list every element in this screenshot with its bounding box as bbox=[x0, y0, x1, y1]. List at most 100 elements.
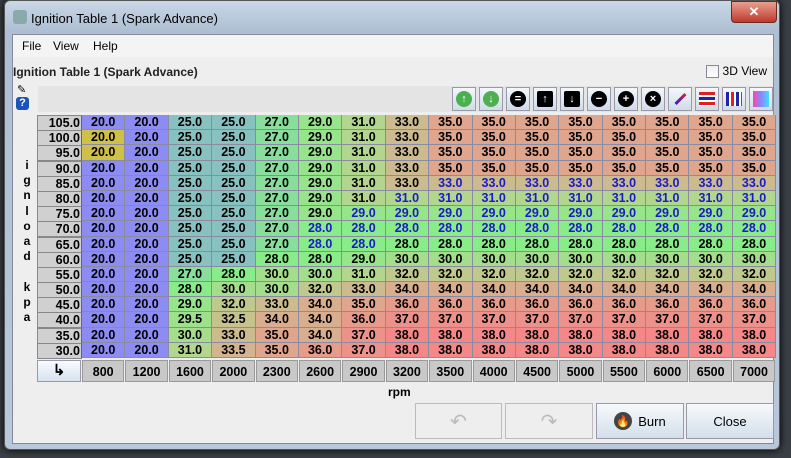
y-axis-value[interactable]: 75.0 bbox=[37, 206, 82, 223]
table-cell[interactable]: 20.0 bbox=[82, 175, 126, 191]
table-cell[interactable]: 20.0 bbox=[82, 130, 126, 146]
table-cell[interactable]: 29.5 bbox=[168, 312, 213, 328]
table-cell[interactable]: 27.0 bbox=[255, 236, 299, 252]
table-cell[interactable]: 33.0 bbox=[515, 175, 560, 191]
x-axis-value[interactable]: 1200 bbox=[125, 360, 168, 382]
table-cell[interactable]: 28.0 bbox=[429, 221, 473, 237]
table-cell[interactable]: 34.0 bbox=[689, 282, 733, 298]
table-cell[interactable]: 20.0 bbox=[82, 236, 126, 252]
redo-button[interactable]: ↷ bbox=[505, 403, 593, 439]
table-cell[interactable]: 25.0 bbox=[212, 175, 256, 191]
table-cell[interactable]: 38.0 bbox=[646, 342, 690, 358]
x-axis-value[interactable]: 2300 bbox=[255, 360, 298, 382]
table-cell[interactable]: 30.0 bbox=[298, 266, 343, 283]
table-cell[interactable]: 28.0 bbox=[298, 251, 343, 267]
table-cell[interactable]: 35.0 bbox=[559, 115, 603, 131]
table-cell[interactable]: 27.0 bbox=[168, 266, 213, 283]
swap-axes-icon[interactable]: ↳ bbox=[37, 360, 81, 382]
table-cell[interactable]: 37.0 bbox=[689, 312, 733, 328]
table-cell[interactable]: 35.0 bbox=[515, 145, 560, 161]
table-cell[interactable]: 35.0 bbox=[515, 115, 560, 131]
table-cell[interactable]: 33.5 bbox=[212, 342, 256, 358]
table-cell[interactable]: 25.0 bbox=[212, 221, 256, 237]
table-cell[interactable]: 32.0 bbox=[602, 266, 647, 283]
table-cell[interactable]: 28.0 bbox=[646, 221, 690, 237]
table-cell[interactable]: 28.0 bbox=[602, 236, 647, 252]
table-cell[interactable]: 37.0 bbox=[559, 312, 603, 328]
table-cell[interactable]: 29.0 bbox=[298, 175, 343, 191]
table-cell[interactable]: 31.0 bbox=[732, 190, 777, 207]
table-cell[interactable]: 25.0 bbox=[212, 115, 256, 131]
table-cell[interactable]: 20.0 bbox=[82, 221, 126, 237]
table-cell[interactable]: 38.0 bbox=[472, 342, 516, 358]
y-axis-value[interactable]: 55.0 bbox=[37, 266, 82, 283]
table-cell[interactable]: 20.0 bbox=[125, 312, 169, 328]
table-cell[interactable]: 35.0 bbox=[429, 115, 473, 131]
table-cell[interactable]: 28.0 bbox=[472, 221, 516, 237]
table-cell[interactable]: 28.0 bbox=[385, 221, 430, 237]
table-cell[interactable]: 28.0 bbox=[385, 236, 430, 252]
y-axis-value[interactable]: 45.0 bbox=[37, 297, 82, 314]
table-cell[interactable]: 35.0 bbox=[732, 145, 777, 161]
table-cell[interactable]: 29.0 bbox=[559, 206, 603, 222]
table-cell[interactable]: 34.0 bbox=[602, 282, 647, 298]
table-cell[interactable]: 30.0 bbox=[689, 251, 733, 267]
table-cell[interactable]: 38.0 bbox=[689, 342, 733, 358]
table-cell[interactable]: 35.0 bbox=[646, 160, 690, 176]
table-cell[interactable]: 29.0 bbox=[385, 206, 430, 222]
horizontal-interpolate-button[interactable] bbox=[695, 87, 719, 111]
table-cell[interactable]: 20.0 bbox=[125, 342, 169, 358]
table-cell[interactable]: 31.0 bbox=[342, 266, 386, 283]
table-cell[interactable]: 27.0 bbox=[255, 206, 299, 222]
table-cell[interactable]: 31.0 bbox=[342, 175, 386, 191]
table-cell[interactable]: 29.0 bbox=[515, 206, 560, 222]
table-cell[interactable]: 37.0 bbox=[646, 312, 690, 328]
table-cell[interactable]: 29.0 bbox=[298, 145, 343, 161]
table-cell[interactable]: 35.0 bbox=[472, 115, 516, 131]
table-cell[interactable]: 28.0 bbox=[342, 221, 386, 237]
table-cell[interactable]: 30.0 bbox=[515, 251, 560, 267]
multiply-button[interactable]: × bbox=[641, 87, 665, 111]
x-axis-value[interactable]: 6500 bbox=[689, 360, 732, 382]
table-cell[interactable]: 35.0 bbox=[646, 115, 690, 131]
x-axis-value[interactable]: 2600 bbox=[298, 360, 342, 382]
table-cell[interactable]: 25.0 bbox=[212, 251, 256, 267]
table-cell[interactable]: 35.0 bbox=[255, 327, 299, 343]
table-cell[interactable]: 30.0 bbox=[559, 251, 603, 267]
y-axis-value[interactable]: 95.0 bbox=[37, 145, 82, 162]
table-cell[interactable]: 20.0 bbox=[125, 221, 169, 237]
table-cell[interactable]: 28.0 bbox=[168, 282, 213, 298]
table-cell[interactable]: 27.0 bbox=[255, 175, 299, 191]
y-axis-value[interactable]: 30.0 bbox=[37, 342, 82, 359]
table-cell[interactable]: 37.0 bbox=[472, 312, 516, 328]
table-cell[interactable]: 30.0 bbox=[472, 251, 516, 267]
table-cell[interactable]: 29.0 bbox=[689, 206, 733, 222]
table-cell[interactable]: 36.0 bbox=[298, 342, 343, 358]
3d-view-toggle[interactable]: 3D View bbox=[705, 64, 767, 78]
table-cell[interactable]: 20.0 bbox=[125, 327, 169, 343]
table-cell[interactable]: 31.0 bbox=[429, 190, 473, 207]
table-cell[interactable]: 33.0 bbox=[342, 282, 386, 298]
y-axis-value[interactable]: 105.0 bbox=[37, 115, 82, 131]
vertical-interpolate-button[interactable] bbox=[722, 87, 746, 111]
table-cell[interactable]: 25.0 bbox=[212, 145, 256, 161]
window-close-button[interactable]: ✕ bbox=[731, 1, 777, 23]
table-cell[interactable]: 34.0 bbox=[429, 282, 473, 298]
table-cell[interactable]: 35.0 bbox=[559, 130, 603, 146]
table-cell[interactable]: 28.0 bbox=[559, 236, 603, 252]
table-cell[interactable]: 30.0 bbox=[646, 251, 690, 267]
table-cell[interactable]: 25.0 bbox=[168, 130, 213, 146]
table-cell[interactable]: 28.0 bbox=[689, 221, 733, 237]
table-cell[interactable]: 28.0 bbox=[602, 221, 647, 237]
table-cell[interactable]: 34.0 bbox=[732, 282, 777, 298]
table-cell[interactable]: 31.0 bbox=[602, 190, 647, 207]
table-cell[interactable]: 28.0 bbox=[689, 236, 733, 252]
table-cell[interactable]: 25.0 bbox=[212, 236, 256, 252]
table-cell[interactable]: 25.0 bbox=[168, 145, 213, 161]
table-cell[interactable]: 31.0 bbox=[646, 190, 690, 207]
table-cell[interactable]: 36.0 bbox=[342, 312, 386, 328]
table-cell[interactable]: 33.0 bbox=[646, 175, 690, 191]
table-cell[interactable]: 29.0 bbox=[298, 130, 343, 146]
table-cell[interactable]: 34.0 bbox=[385, 282, 430, 298]
table-cell[interactable]: 28.0 bbox=[732, 221, 777, 237]
